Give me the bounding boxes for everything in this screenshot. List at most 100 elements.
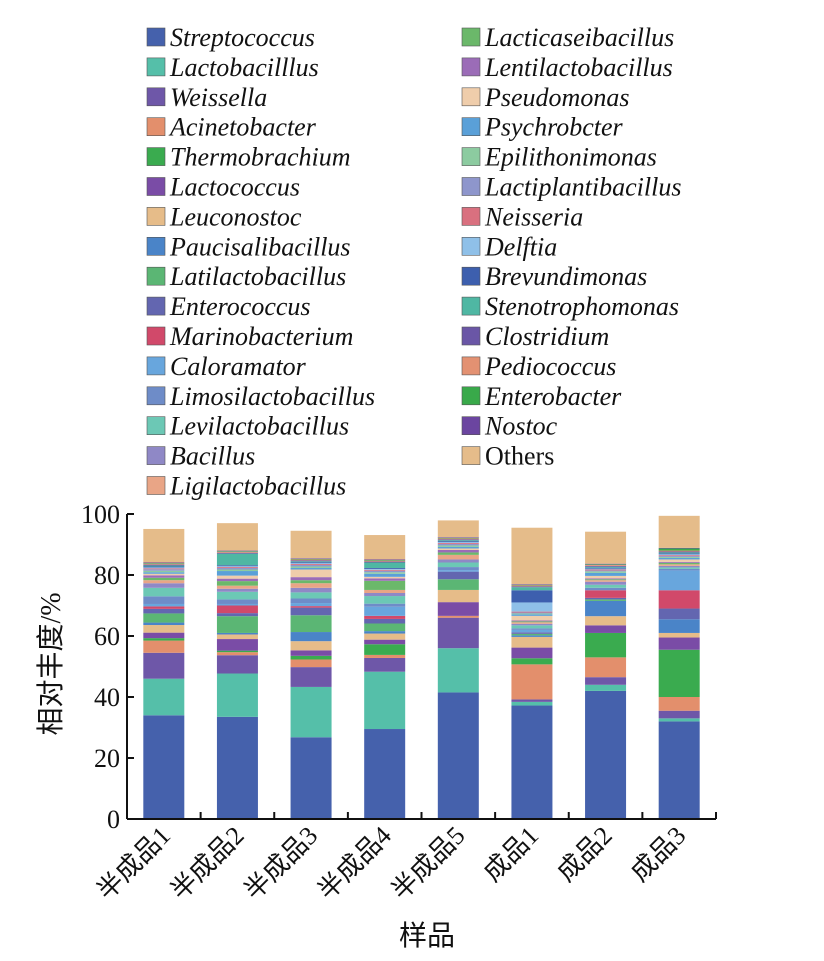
legend-swatch <box>461 147 481 166</box>
bar-segment <box>216 551 258 552</box>
bar-segment <box>216 578 258 582</box>
bar-segment <box>658 710 700 719</box>
legend-swatch <box>146 207 166 226</box>
legend-swatch <box>461 87 481 107</box>
bar-segment <box>658 637 700 650</box>
bar-segment <box>364 631 406 634</box>
y-tick-label: 40 <box>94 683 120 712</box>
bar-segment <box>290 667 332 687</box>
bar-segment <box>437 567 479 571</box>
bar-segment <box>290 650 332 656</box>
legend-item: Streptococcus <box>146 23 315 52</box>
x-tick-label: 半成品2 <box>165 821 250 906</box>
bar-segment <box>216 575 258 579</box>
legend-swatch <box>461 326 481 346</box>
bar-segment <box>364 559 406 561</box>
bar-segment <box>216 569 258 572</box>
bar-segment <box>511 614 553 616</box>
bar-segment <box>658 561 700 563</box>
legend-item: Bacillus <box>146 442 255 471</box>
x-tick-label: 半成品5 <box>386 821 471 906</box>
bar-segment <box>364 569 406 571</box>
bar-segment <box>511 602 553 612</box>
bar-segment <box>216 565 258 567</box>
bar-segment <box>511 620 553 622</box>
y-tick-label: 80 <box>94 561 120 590</box>
bar-segment <box>290 566 332 568</box>
legend-label: Lactococcus <box>169 173 300 202</box>
legend-label: Latilactobacillus <box>169 262 346 291</box>
bar-segment <box>437 539 479 541</box>
legend-swatch <box>146 147 166 166</box>
bar-segment <box>511 633 553 636</box>
legend-label: Ligilactobacillus <box>169 472 346 501</box>
bar-segment <box>658 564 700 566</box>
bar-segment <box>511 585 553 587</box>
bar-segment <box>143 566 185 568</box>
legend-swatch <box>146 476 166 495</box>
bar-segment <box>658 559 700 562</box>
legend-label: Pediococcus <box>484 352 616 381</box>
chart-axes <box>126 514 716 820</box>
bar-segment <box>658 570 700 591</box>
bar-segment <box>585 566 627 568</box>
bar-segment <box>216 603 258 606</box>
bar-segment <box>437 615 479 618</box>
bar-segment <box>143 608 185 614</box>
bar-segment <box>437 589 479 603</box>
bar-segment <box>658 552 700 554</box>
bar-segment <box>511 625 553 629</box>
bar-segment <box>658 567 700 569</box>
bar-segment <box>216 599 258 604</box>
bar-segment <box>437 559 479 563</box>
bar-segment <box>364 596 406 604</box>
bar-segment <box>658 721 700 819</box>
legend-item: Ligilactobacillus <box>146 472 346 501</box>
bar-segment <box>143 606 185 609</box>
bar-segment <box>364 578 406 581</box>
legend-label: Stenotrophomonas <box>485 292 679 321</box>
bar-segment <box>585 657 627 678</box>
bar-segment <box>290 562 332 564</box>
bar-segment <box>143 568 185 570</box>
legend-swatch <box>146 177 166 196</box>
bar-segment <box>585 575 627 579</box>
bar-segment <box>658 608 700 620</box>
bar-segment <box>585 578 627 580</box>
legend-item: Lentilactobacillus <box>461 53 673 82</box>
legend-label: Nostoc <box>484 412 558 441</box>
bar-segment <box>143 622 185 626</box>
bar-segment <box>216 616 258 633</box>
legend-swatch <box>146 326 166 346</box>
bar-segment <box>585 572 627 576</box>
legend-label: Lentilactobacillus <box>484 53 673 82</box>
bar-segment <box>511 699 553 702</box>
bar-segment <box>290 561 332 563</box>
bar-segment <box>658 718 700 722</box>
bar-segment <box>585 677 627 685</box>
bar-segment <box>585 531 627 564</box>
y-tick-label: 20 <box>94 744 120 773</box>
legend-item: Paucisalibacillus <box>146 232 351 261</box>
bar-segment <box>216 588 258 592</box>
legend-swatch <box>146 266 166 286</box>
legend-item: Pseudomonas <box>461 83 629 112</box>
bar-segment <box>658 568 700 571</box>
bar-segment <box>290 598 332 604</box>
bar-segment <box>511 590 553 603</box>
bar-segment <box>511 584 553 586</box>
legend-label: Streptococcus <box>170 23 315 52</box>
legend-swatch <box>146 117 166 136</box>
y-tick-label: 60 <box>94 622 120 651</box>
legend-item: Clostridium <box>461 322 609 351</box>
bar-segment <box>511 628 553 630</box>
bar-segment <box>364 589 406 593</box>
legend-item: Latilactobacillus <box>146 262 346 291</box>
bar-segment <box>143 572 185 574</box>
bar-segment <box>585 587 627 591</box>
bar-segment <box>143 678 185 716</box>
x-tick-label: 半成品1 <box>91 821 176 906</box>
legend-swatch <box>146 296 166 316</box>
legend-item: Lactobacilllus <box>146 53 319 82</box>
bar-segment <box>143 563 185 565</box>
